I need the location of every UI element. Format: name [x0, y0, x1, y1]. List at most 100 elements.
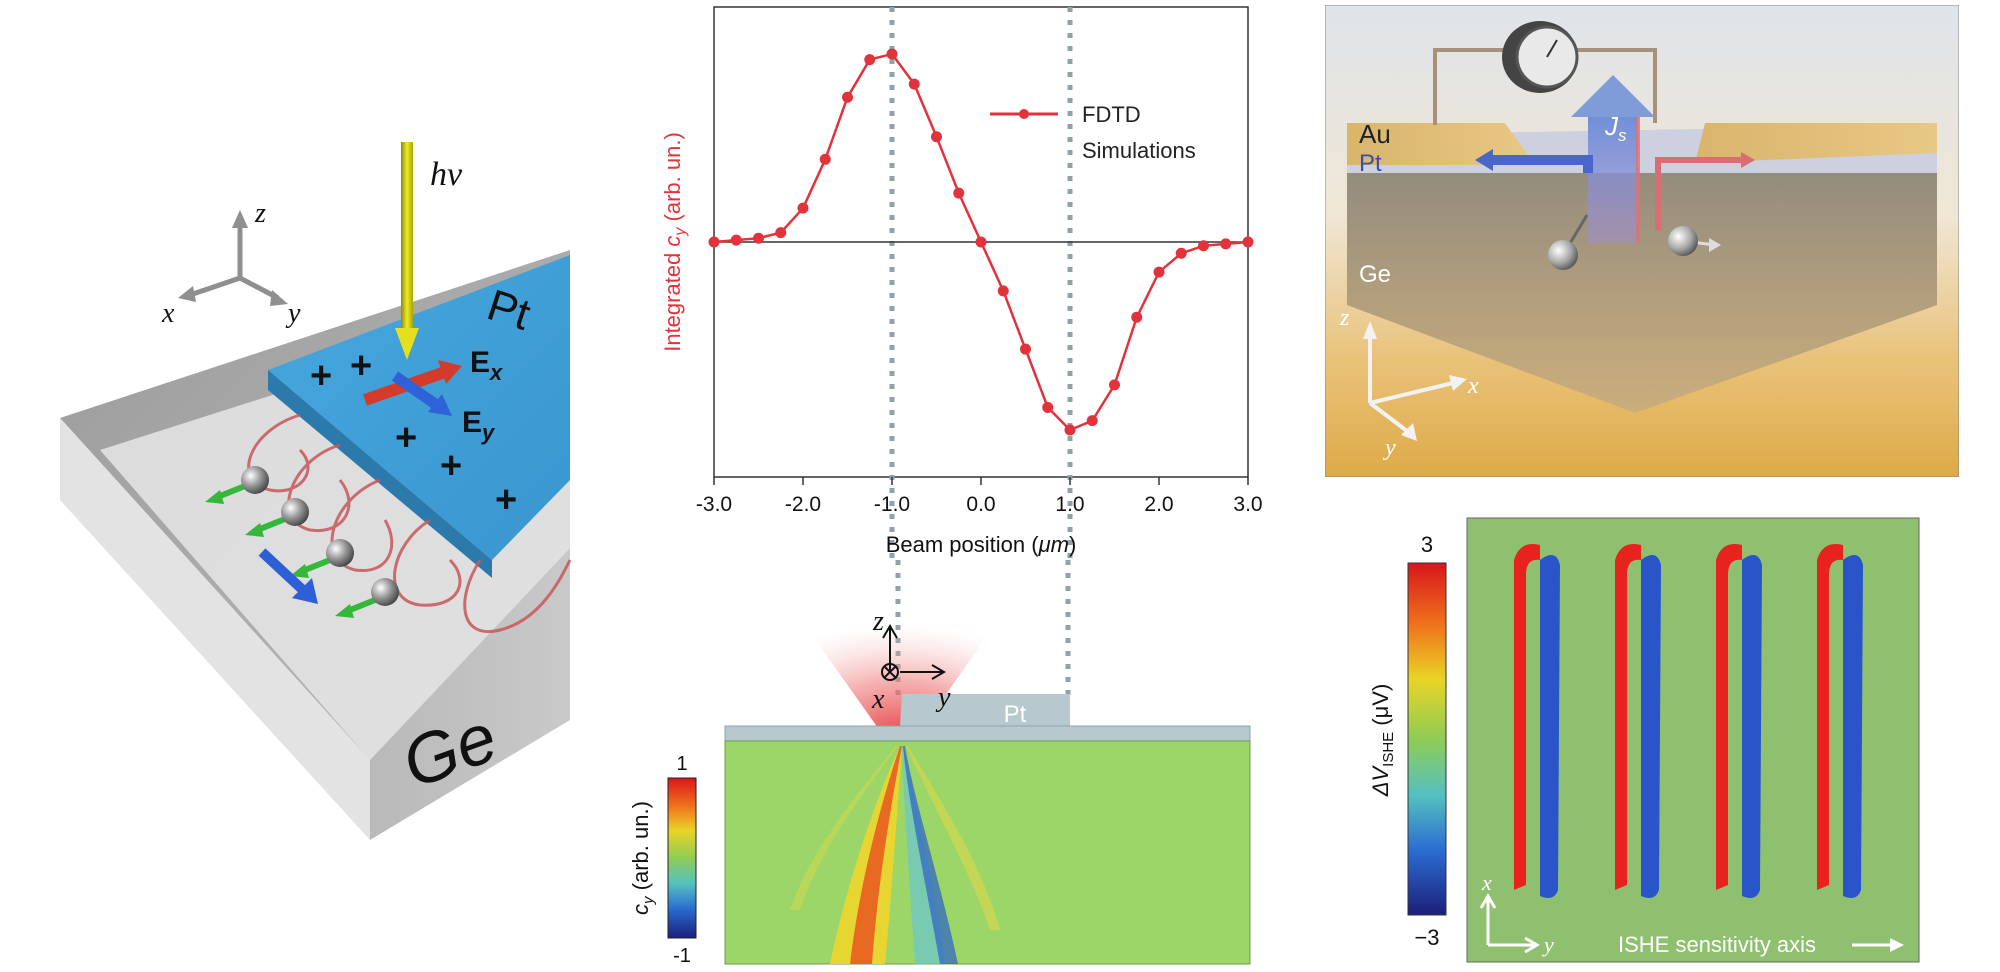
- data-point: [975, 236, 987, 248]
- colorbar-min-c: -1: [673, 945, 691, 967]
- colorbar-e: [1407, 562, 1447, 916]
- axis-triad-c: [881, 624, 946, 681]
- data-point: [886, 48, 898, 60]
- data-point: [1064, 424, 1076, 436]
- data-point: [864, 54, 876, 66]
- axis-z-label-d: z: [1339, 305, 1350, 331]
- pt-pad-top: [268, 255, 570, 560]
- ge-inner-face: [60, 418, 370, 840]
- spin-current-arrow: [1571, 75, 1655, 243]
- colorbar-max-e: 3: [1421, 532, 1433, 557]
- data-point: [908, 78, 920, 90]
- data-point: [1175, 247, 1187, 259]
- legend-label-1: FDTD: [1082, 102, 1141, 127]
- colorbar-c: [667, 777, 697, 939]
- charge-current-arrows: [1475, 149, 1755, 230]
- field-lobes: [790, 746, 1000, 964]
- panel-d-rendering: Js Au Pt Ge z x y: [1324, 4, 1960, 478]
- stripe-pair: [1615, 544, 1661, 898]
- y-axis-label: Integrated cy (arb. un.): [660, 132, 689, 352]
- legend: FDTD Simulations: [990, 102, 1196, 163]
- data-point: [730, 234, 742, 246]
- data-point: [953, 187, 965, 199]
- axis-x-label-c: x: [871, 684, 885, 715]
- axis-x-label-e: x: [1481, 870, 1492, 895]
- x-tick-label: 3.0: [1233, 493, 1262, 516]
- field-ey-label: Ey: [462, 406, 496, 445]
- axis-x-label: x: [161, 298, 175, 329]
- data-point: [1153, 266, 1165, 278]
- spin-current-loops: [247, 413, 572, 633]
- field-arrow-ey: [391, 371, 452, 416]
- axis-y-label-e: y: [1542, 932, 1554, 957]
- x-axis-label: Beam position (μm): [886, 532, 1077, 557]
- x-tick-label: -3.0: [696, 493, 732, 516]
- axis-x-label-d: x: [1467, 373, 1479, 399]
- charge-mark: +: [350, 345, 372, 387]
- photon-beam: [395, 142, 419, 360]
- data-point: [997, 285, 1009, 297]
- simulation-field: [724, 740, 1251, 965]
- x-tick-label: -1.0: [874, 493, 910, 516]
- sensitivity-axis-label: ISHE sensitivity axis: [1618, 932, 1816, 957]
- x-tick-label: 0.0: [966, 493, 995, 516]
- data-point: [931, 131, 942, 143]
- panel-a-schematic: hν z x y + + + + + Ex Ey Pt Ge: [0, 0, 580, 967]
- axis-y-label-c: y: [935, 682, 951, 713]
- data-point: [1042, 401, 1054, 413]
- charge-mark: +: [395, 417, 417, 459]
- au-label: Au: [1359, 119, 1391, 149]
- axis-triad-d: [1363, 321, 1467, 441]
- panel-c-simulation: Pt z x y 1 -1 cy (arb. un.): [610, 600, 1270, 967]
- axis-y-label-d: y: [1383, 435, 1396, 461]
- colorbar-min-e: −3: [1414, 925, 1439, 950]
- axis-triad: [178, 210, 288, 306]
- stripe-pairs: [1514, 544, 1863, 898]
- charge-mark: +: [440, 445, 462, 487]
- pt-pad: [900, 694, 1070, 726]
- data-point: [1220, 238, 1232, 250]
- field-ex-label: Ex: [470, 346, 503, 385]
- current-arrow-blue: [258, 548, 318, 604]
- pt-pad-side: [268, 370, 492, 578]
- au-pad-right: [1695, 123, 1937, 163]
- pt-pad-label: Pt: [1004, 701, 1027, 728]
- data-point: [775, 227, 787, 239]
- pt-label-d: Pt: [1359, 150, 1382, 177]
- photon-label: hν: [430, 156, 463, 193]
- sensitivity-arrow: [1852, 938, 1904, 952]
- stripe-pair: [1817, 544, 1863, 898]
- voltmeter-icon: [1502, 21, 1579, 93]
- axis-z-label: z: [254, 198, 266, 229]
- colorbar-label-e: ΔVISHE (μV): [1368, 684, 1397, 798]
- legend-marker: [1019, 109, 1029, 119]
- stripe-pair: [1514, 544, 1560, 898]
- electron-spins: [205, 466, 399, 618]
- axis-z-label-c: z: [872, 606, 884, 637]
- x-tick-label: -2.0: [785, 493, 821, 516]
- focused-beam: [800, 618, 1000, 745]
- data-point: [1131, 311, 1143, 323]
- colorbar-label-c: cy (arb. un.): [628, 801, 657, 915]
- charge-mark: +: [310, 355, 332, 397]
- axis-y-label: y: [285, 298, 301, 329]
- data-point: [1198, 240, 1209, 252]
- data-point: [1020, 343, 1031, 355]
- charge-mark: +: [495, 479, 517, 521]
- colorbar-max-c: 1: [676, 753, 687, 775]
- x-tick-label: 1.0: [1055, 493, 1084, 516]
- x-tick-label: 2.0: [1144, 493, 1173, 516]
- charge-marks: + + + + +: [310, 345, 517, 521]
- data-point: [1086, 415, 1098, 427]
- panel-b-chart: -3.0 -2.0 -1.0 0.0 1.0 2.0 3.0 FDTD Simulation…: [630, 0, 1280, 560]
- wire: [1433, 48, 1657, 125]
- js-label: Js: [1604, 111, 1627, 145]
- ge-label-d: Ge: [1359, 261, 1391, 288]
- legend-label-2: Simulations: [1082, 138, 1196, 163]
- data-point: [842, 91, 853, 103]
- axis-indicator-e: [1479, 893, 1540, 954]
- data-point: [1242, 236, 1254, 248]
- stripe-pair: [1716, 544, 1762, 898]
- pt-layer: [724, 725, 1251, 742]
- data-point: [797, 202, 809, 214]
